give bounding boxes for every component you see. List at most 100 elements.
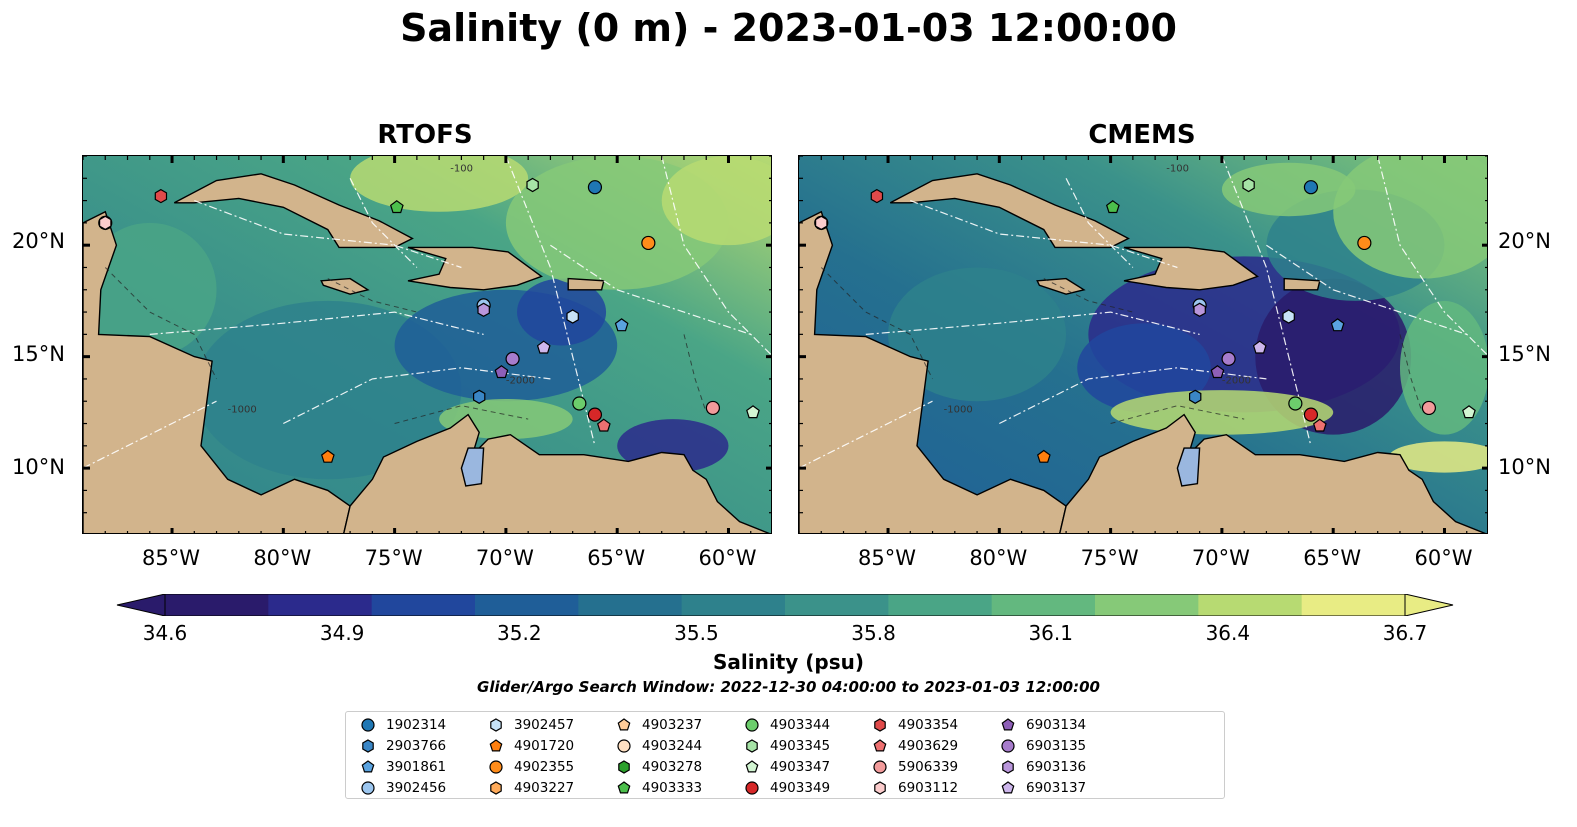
- cmems-map-svg: -100 -1000 -2000: [799, 156, 1487, 533]
- float-marker-4903629: [596, 418, 611, 432]
- legend-label: 4903354: [898, 717, 959, 733]
- float-marker-6903112: [815, 215, 828, 231]
- legend-label: 4903244: [642, 738, 703, 754]
- legend-marker-icon: [490, 718, 502, 732]
- legend-item-4902355: 4902355: [488, 758, 574, 776]
- legend-marker-icon: [489, 760, 503, 774]
- legend-label: 4903345: [770, 738, 831, 754]
- eez-boundary: [550, 244, 751, 335]
- legend-marker-4903244: [617, 739, 631, 753]
- legend-item-6903112: 6903112: [872, 779, 958, 797]
- legend-marker-2903766: [362, 739, 374, 753]
- contour-label: -2000: [506, 375, 535, 386]
- lat-label-15n-right: 15°N: [1498, 342, 1551, 366]
- float-marker-6903137: [536, 340, 551, 354]
- land-venezuela-lake: [1176, 447, 1201, 487]
- legend-marker-icon: [873, 739, 887, 752]
- legend-label: 4901720: [514, 738, 575, 754]
- legend-item-4903344: 4903344: [744, 716, 830, 734]
- legend-label: 6903135: [1026, 738, 1087, 754]
- legend-item-4901720: 4901720: [488, 737, 574, 755]
- legend-label: 3902456: [386, 780, 447, 796]
- float-marker-4901720: [320, 449, 335, 463]
- legend-item-4903629: 4903629: [872, 737, 958, 755]
- colorbar-tick-1: 34.9: [319, 621, 365, 645]
- depth-contour: [1043, 278, 1134, 313]
- contour-label: -100: [450, 164, 473, 175]
- colorbar-tick-2: 35.2: [497, 621, 542, 645]
- legend-marker-4901720: [489, 739, 503, 752]
- legend-label: 6903137: [1026, 780, 1087, 796]
- eez-boundary: [1065, 178, 1134, 268]
- float-marker-4903347: [746, 405, 760, 419]
- land-hispaniola: [1123, 246, 1259, 291]
- lat-label-20n-right: 20°N: [1498, 229, 1551, 253]
- float-marker-4903344: [1288, 396, 1303, 411]
- float-marker-6903134: [494, 365, 509, 379]
- legend-item-4903237: 4903237: [616, 716, 702, 734]
- float-marker-6903136: [477, 302, 490, 317]
- legend-marker-6903135: [1001, 739, 1015, 753]
- float-marker-4903349: [1303, 407, 1319, 422]
- float-marker-2903766: [473, 389, 486, 404]
- cmems-map: -100 -1000 -2000: [798, 155, 1488, 534]
- eez-boundary: [865, 311, 1200, 335]
- legend-label: 4903347: [770, 759, 831, 775]
- rtofs-map-svg: -100 -1000 -2000: [83, 156, 771, 533]
- float-marker-5906339: [1421, 400, 1437, 416]
- lon-label-cmems-1: 80°W: [969, 546, 1028, 570]
- legend-label: 5906339: [898, 759, 959, 775]
- legend-marker-6903112: [874, 781, 886, 795]
- float-marker-2903766: [1189, 389, 1202, 404]
- legend-marker-6903134: [1001, 718, 1015, 731]
- land-puertorico: [1283, 277, 1321, 291]
- legend-marker-4903347: [745, 760, 759, 773]
- legend-label: 6903136: [1026, 759, 1087, 775]
- float-marker-3901861: [1330, 318, 1345, 332]
- legend-label: 3902457: [514, 717, 575, 733]
- land-hispaniola: [407, 246, 543, 291]
- legend-marker-6903136: [1002, 760, 1014, 774]
- float-marker-3902457: [1282, 309, 1295, 324]
- legend-label: 4903237: [642, 717, 703, 733]
- colorbar-segment: [991, 594, 1096, 616]
- rtofs-map: -100 -1000 -2000: [82, 155, 772, 534]
- contour-label: -100: [1166, 164, 1189, 175]
- legend-marker-icon: [1001, 781, 1015, 794]
- colorbar-segment: [1095, 594, 1199, 616]
- land-cuba: [173, 173, 414, 249]
- legend-marker-5906339: [873, 760, 887, 774]
- legend-label: 4903278: [642, 759, 703, 775]
- depth-contour: [327, 278, 418, 313]
- salinity-colorbar: [116, 594, 1454, 616]
- land-venezuela-lake: [460, 447, 485, 487]
- legend-marker-icon: [1002, 760, 1014, 774]
- salinity-patch: [661, 156, 771, 246]
- eez-boundary: [194, 200, 462, 269]
- colorbar-tick-5: 36.1: [1028, 621, 1073, 645]
- legend-marker-6903137: [1001, 781, 1015, 794]
- legend-item-3902457: 3902457: [488, 716, 574, 734]
- float-marker-1902314: [1303, 180, 1319, 195]
- colorbar-segment: [1301, 594, 1406, 616]
- legend-item-6903135: 6903135: [1000, 737, 1086, 755]
- lat-label-20n-left: 20°N: [12, 229, 65, 253]
- legend-item-1902314: 1902314: [360, 716, 446, 734]
- float-marker-4903347: [1462, 405, 1476, 419]
- legend-marker-4902355: [489, 760, 503, 774]
- land-jamaica: [320, 277, 370, 295]
- float-marker-5906339: [705, 400, 721, 416]
- legend-marker-1902314: [361, 718, 375, 732]
- legend-marker-icon: [617, 718, 631, 731]
- legend-item-4903333: 4903333: [616, 779, 702, 797]
- lat-label-10n-right: 10°N: [1498, 455, 1551, 479]
- legend-item-4903354: 4903354: [872, 716, 958, 734]
- legend-item-5906339: 5906339: [872, 758, 958, 776]
- legend-marker-icon: [745, 760, 759, 773]
- lon-label-rtofs-0: 85°W: [142, 546, 201, 570]
- legend-marker-4903333: [617, 781, 631, 794]
- legend-marker-icon: [489, 739, 503, 752]
- legend-marker-4903278: [618, 760, 630, 774]
- legend-item-4903349: 4903349: [744, 779, 830, 797]
- float-marker-4903333: [389, 200, 404, 214]
